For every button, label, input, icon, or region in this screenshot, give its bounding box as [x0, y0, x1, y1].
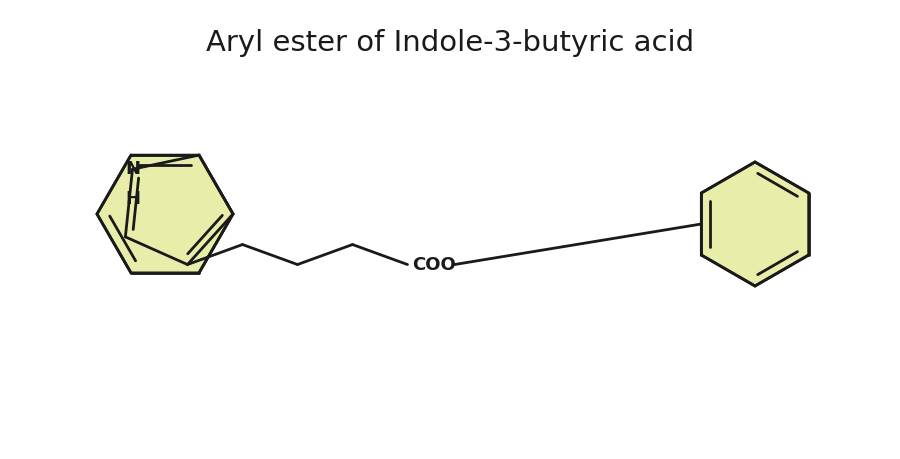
- Polygon shape: [125, 155, 233, 264]
- Text: N: N: [125, 160, 140, 178]
- Polygon shape: [701, 162, 809, 286]
- Text: H: H: [125, 190, 140, 208]
- Text: COO: COO: [412, 256, 456, 274]
- Polygon shape: [97, 155, 233, 273]
- Text: Aryl ester of Indole-3-butyric acid: Aryl ester of Indole-3-butyric acid: [206, 29, 694, 57]
